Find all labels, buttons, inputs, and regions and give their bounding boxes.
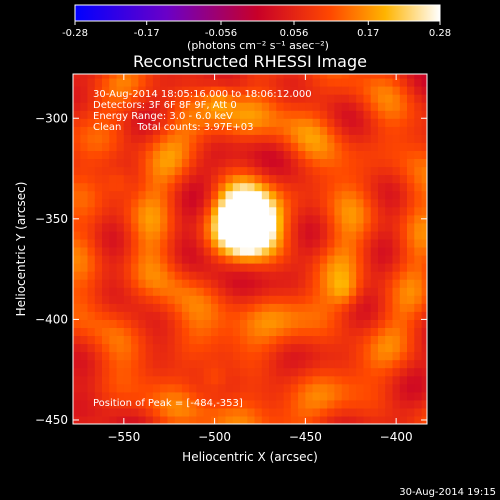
y-axis-label: Heliocentric Y (arcsec) [14,182,28,317]
colorbar-units-label: (photons cm⁻² s⁻¹ asec⁻²) [187,39,329,52]
y-tick-label: −450 [35,413,68,427]
info-block: 30-Aug-2014 18:05:16.000 to 18:06:12.000… [93,89,312,133]
peak-position-label: Position of Peak = [-484,-353] [93,398,243,409]
y-tick-label: −350 [35,212,68,226]
info-line-detectors: Detectors: 3F 6F 8F 9F, Att 0 [93,100,237,111]
x-tick-label: −550 [107,430,140,444]
colorbar-tick-label: -0.17 [134,28,160,39]
y-tick-label: −400 [35,312,68,326]
colorbar-ticks: -0.28 -0.17 -0.056 0.056 0.17 0.28 [62,21,451,39]
info-line-time: 30-Aug-2014 18:05:16.000 to 18:06:12.000 [93,89,312,100]
chart-title: Reconstructed RHESSI Image [133,52,367,71]
footer-timestamp: 30-Aug-2014 19:15 [399,487,496,498]
x-tick-label: −400 [380,430,413,444]
axis-ticks: −550 −500 −450 −400 −300 −350 −400 −450 [35,74,427,444]
colorbar [74,4,441,22]
colorbar-tick-label: 0.28 [429,28,451,39]
info-line-counts: Clean Total counts: 3.97E+03 [93,122,253,133]
colorbar-tick-label: -0.056 [205,28,237,39]
x-tick-label: −450 [289,430,322,444]
colorbar-tick-label: 0.056 [280,28,309,39]
y-tick-label: −300 [35,111,68,125]
info-line-energy: Energy Range: 3.0 - 6.0 keV [93,111,233,122]
colorbar-tick-label: 0.17 [357,28,379,39]
x-tick-label: −500 [198,430,231,444]
x-axis-label: Heliocentric X (arcsec) [182,450,318,464]
plot-frame [72,73,428,425]
colorbar-tick-label: -0.28 [62,28,88,39]
heatmap-image [73,74,427,424]
